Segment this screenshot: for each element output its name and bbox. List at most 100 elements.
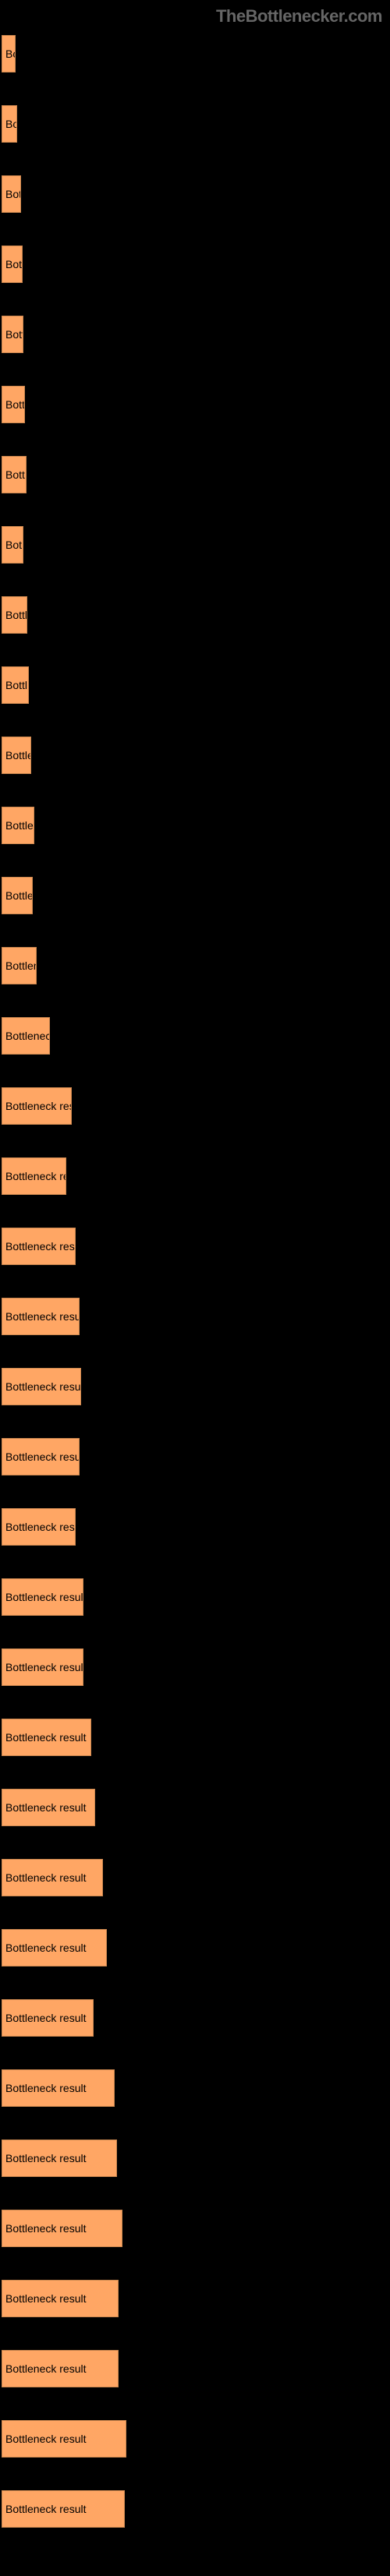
bar-label: Bot xyxy=(5,188,21,200)
chart-bar: Bottleneck result xyxy=(2,2420,126,2458)
chart-bar: Bottleneck result xyxy=(2,2490,125,2528)
bar-row: Bottleneck result xyxy=(2,2140,390,2194)
bar-label: Bottleneck result xyxy=(5,1871,87,1884)
bar-row: Bottleneck result xyxy=(2,2350,390,2405)
bar-label: Bottleneck result xyxy=(5,2503,87,2515)
bar-row: Bottleneck result xyxy=(2,2210,390,2264)
bar-row: Bottle xyxy=(2,737,390,791)
chart-bar: Bottleneck result xyxy=(2,1438,80,1475)
bar-row: Bottleneck result xyxy=(2,2490,390,2545)
bar-label: Bott xyxy=(5,258,23,270)
bar-row: Bottle xyxy=(2,877,390,931)
bar-label: Bottleneck result xyxy=(5,2082,87,2094)
bar-label: Bottleneck result xyxy=(5,1380,81,1393)
chart-bar: Bottleneck result xyxy=(2,1859,103,1896)
chart-bar: Bottleneck result xyxy=(2,2140,117,2177)
chart-bar: Bottleneck result xyxy=(2,1368,81,1405)
bar-label: Bottle xyxy=(5,889,33,902)
chart-bar: Bottleneck result xyxy=(2,2280,119,2317)
chart-bar: Bottleneck result xyxy=(2,1789,95,1826)
chart-bar: Bottleneck result xyxy=(2,1999,94,2037)
bar-label: Bottleneck xyxy=(5,1030,50,1042)
bar-label: Bottleneck result xyxy=(5,2152,87,2164)
bar-label: Bottleneck result xyxy=(5,2362,87,2375)
bar-label: Bottleneck result xyxy=(5,2222,87,2235)
bar-row: Bottl xyxy=(2,596,390,651)
chart-bar: Bott xyxy=(2,386,25,423)
bar-row: Bottleneck result xyxy=(2,2280,390,2334)
bar-row: Bottleneck result xyxy=(2,1929,390,1984)
chart-bar: Bottleneck result xyxy=(2,1298,80,1335)
bar-row: Bottl xyxy=(2,666,390,721)
chart-bar: Bottleneck result xyxy=(2,1719,91,1756)
bar-row: Bott xyxy=(2,386,390,440)
bar-label: Bottle xyxy=(5,749,31,761)
chart-bar: Bottleneck result xyxy=(2,1578,83,1616)
bar-label: Bottleneck result xyxy=(5,1591,83,1603)
chart-bar: Bottleneck xyxy=(2,1017,50,1055)
bar-row: Bottleneck resu xyxy=(2,1087,390,1142)
bar-row: Bottleneck result xyxy=(2,2069,390,2124)
chart-bar: Bottleneck resu xyxy=(2,1087,72,1125)
chart-bar: Bottleneck resu xyxy=(2,1508,76,1546)
bar-label: Bottleneck resu xyxy=(5,1521,76,1533)
bar-row: Bottleneck result xyxy=(2,1648,390,1703)
chart-bar: Bottl xyxy=(2,596,27,634)
chart-bar: Bott xyxy=(2,456,27,493)
chart-bar: Bo xyxy=(2,105,17,143)
chart-bar: Bo xyxy=(2,35,16,72)
bar-row: Bottleneck xyxy=(2,1017,390,1072)
chart-bar: Bottleneck result xyxy=(2,2350,119,2387)
bar-row: Bott xyxy=(2,456,390,511)
bar-row: Bot xyxy=(2,526,390,581)
bar-label: Bottlen xyxy=(5,959,37,972)
chart-bar: Bott xyxy=(2,246,23,283)
chart-bar: Bottle xyxy=(2,877,33,914)
bar-row: Bottleneck result xyxy=(2,1228,390,1282)
chart-bar: Bot xyxy=(2,526,23,564)
chart-bar: Bottleneck result xyxy=(2,2069,115,2107)
chart-bar: Bottleneck result xyxy=(2,1228,76,1265)
watermark-text: TheBottlenecker.com xyxy=(216,6,382,27)
chart-bar: Bottlen xyxy=(2,947,37,984)
bar-row: Bottleneck result xyxy=(2,1438,390,1493)
chart-bar: Bottleneck result xyxy=(2,1929,107,1966)
chart-bar: Bott xyxy=(2,316,23,353)
bar-label: Bott xyxy=(5,328,23,341)
bar-label: Bottleneck result xyxy=(5,1731,87,1744)
bar-label: Bott xyxy=(5,398,25,411)
bar-row: Bot xyxy=(2,175,390,230)
bar-label: Bottleneck result xyxy=(5,2433,87,2445)
chart-bar: Bottle xyxy=(2,737,31,774)
chart-bar: Bottlen xyxy=(2,807,34,844)
bar-chart: Bo Bo Bot Bott Bott Bott Bott Bot Bottl Bottl Bott… xyxy=(0,0,390,2576)
bar-label: Bott xyxy=(5,468,25,481)
bar-row: Bott xyxy=(2,246,390,300)
bar-label: Bot xyxy=(5,539,22,551)
bar-label: Bottleneck result xyxy=(5,1661,83,1673)
bar-label: Bottleneck re xyxy=(5,1170,66,1182)
bar-label: Bottleneck resu xyxy=(5,1100,72,1112)
bar-label: Bottleneck result xyxy=(5,2292,87,2305)
bar-label: Bottl xyxy=(5,679,27,691)
bar-row: Bottleneck result xyxy=(2,1859,390,1913)
bar-row: Bottleneck result xyxy=(2,2420,390,2475)
bar-row: Bottleneck result xyxy=(2,1719,390,1773)
bar-row: Bottlen xyxy=(2,807,390,861)
chart-bar: Bottleneck result xyxy=(2,1648,83,1686)
bar-label: Bottleneck result xyxy=(5,1310,80,1323)
bar-row: Bottleneck result xyxy=(2,1368,390,1422)
bar-label: Bo xyxy=(5,118,17,130)
bar-label: Bottleneck result xyxy=(5,1942,87,1954)
bar-label: Bottleneck result xyxy=(5,1240,76,1253)
bar-row: Bott xyxy=(2,316,390,370)
chart-bar: Bottleneck re xyxy=(2,1157,66,1195)
bar-row: Bottleneck result xyxy=(2,1999,390,2054)
bar-row: Bo xyxy=(2,35,390,90)
bar-row: Bottleneck resu xyxy=(2,1508,390,1563)
bar-label: Bottleneck result xyxy=(5,2012,87,2024)
chart-bar: Bottleneck result xyxy=(2,2210,122,2247)
bar-row: Bottleneck result xyxy=(2,1298,390,1352)
bar-label: Bottl xyxy=(5,609,27,621)
bar-row: Bo xyxy=(2,105,390,160)
